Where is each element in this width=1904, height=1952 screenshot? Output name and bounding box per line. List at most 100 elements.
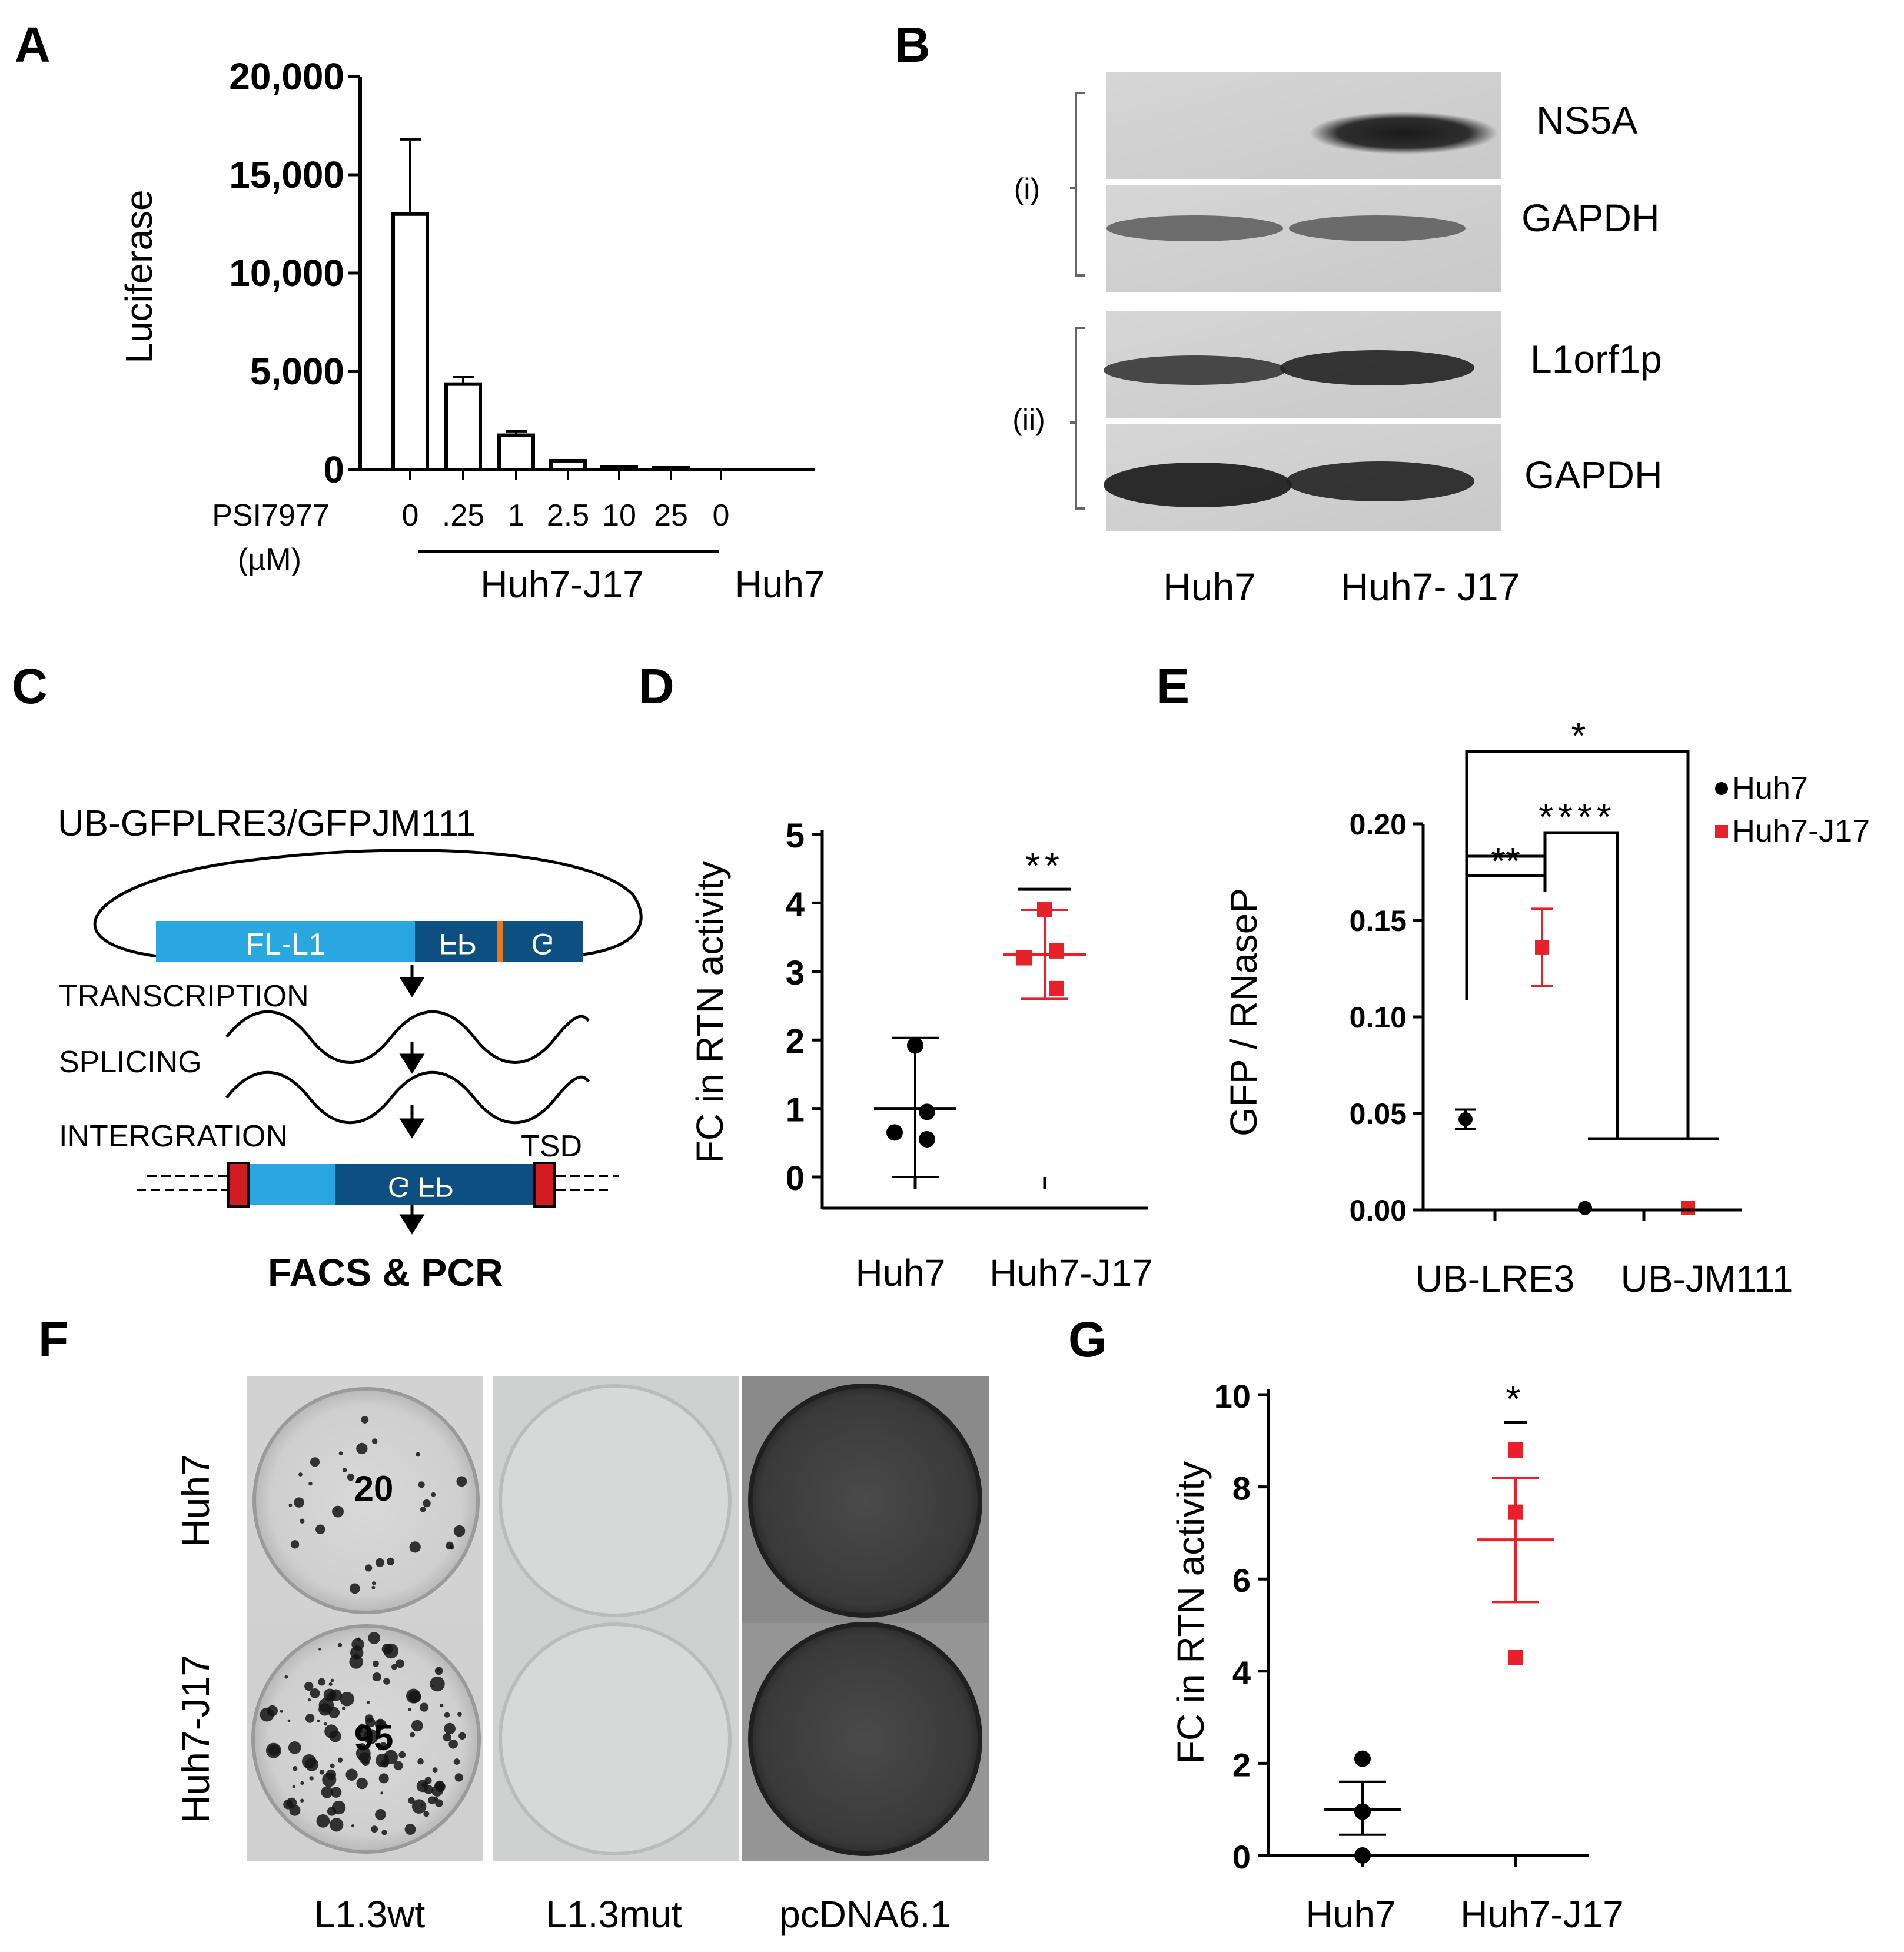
colony [300, 1798, 304, 1803]
band-gapdh2-huh7 [1104, 463, 1292, 507]
arrows [399, 965, 425, 1235]
panel-d-ylabel: FC in RTN activity [689, 861, 731, 1163]
fl-l1-label: FL-L1 [245, 927, 325, 962]
band-label-ns5a: NS5A [1536, 98, 1637, 142]
band-gapdh1-huh7 [1106, 215, 1283, 241]
colony [310, 1457, 320, 1467]
col-label-wt: L1.3wt [314, 1893, 426, 1936]
intron-mark [497, 921, 503, 962]
colony [368, 1632, 380, 1644]
integrated-gfp [335, 1164, 541, 1205]
panel-e-scatter: GFP / RNaseP 0.00 0.05 0.10 0.15 0.20 UB-LRE3… [1222, 714, 1870, 1300]
legend-huh7-j17: Huh7-J17 [1732, 813, 1870, 849]
col-label-mut: L1.3mut [546, 1893, 682, 1936]
panel-a-bar [497, 433, 535, 471]
colony [330, 1818, 344, 1832]
sig-e-4: **** [1539, 796, 1616, 838]
panel-letter-f: F [38, 1312, 68, 1367]
colony [381, 1830, 387, 1835]
colony [430, 1676, 445, 1692]
band-label-l1orf1p: L1orf1p [1530, 337, 1662, 381]
panel-e-ylabel: GFP / RNaseP [1222, 888, 1265, 1136]
colony [420, 1506, 426, 1512]
colony [319, 1770, 325, 1775]
colony [408, 1707, 412, 1711]
colony [290, 1540, 300, 1549]
panel-a-bar [444, 382, 482, 472]
panel-letter-g: G [1068, 1312, 1106, 1367]
colony [318, 1703, 331, 1716]
colony [432, 1767, 438, 1773]
colony [300, 1781, 304, 1785]
panel-f-plates: 20 95 Huh7 Huh7-J17 L1.3wt L1.3mut pcDNA… [174, 1376, 989, 1936]
colony [307, 1698, 311, 1702]
colony [408, 1797, 415, 1804]
colony [393, 1761, 403, 1771]
step-splicing: SPLICING [59, 1045, 202, 1079]
colony [434, 1797, 438, 1801]
colony [318, 1648, 321, 1651]
colony [378, 1773, 389, 1784]
colony [304, 1681, 314, 1691]
panel-a-y-ticks: 0 5,000 10,000 15,000 20,000 [229, 55, 360, 491]
plate-j17-mut [499, 1622, 732, 1855]
colony [382, 1761, 388, 1767]
lane-label-j17: Huh7- J17 [1341, 565, 1520, 608]
panel-g-scatter: FC in RTN activity 0 2 4 6 8 10 Huh7 Huh7-J17 * [1169, 1378, 1624, 1936]
panel-a-bar [391, 212, 429, 471]
data-point [919, 1103, 935, 1120]
ytick-label: 4 [786, 885, 805, 923]
panel-a-ytick-label: 0 [323, 448, 344, 491]
panel-letter-e: E [1157, 659, 1189, 714]
colony [337, 1642, 343, 1647]
panel-g-ylabel: FC in RTN activity [1169, 1461, 1212, 1764]
ytick-label: 2 [1232, 1746, 1251, 1783]
colony [332, 1505, 344, 1518]
colony [289, 1804, 301, 1816]
data-point [1458, 1112, 1473, 1126]
construct-title: UB-GFPLRE3/GFPJM111 [58, 803, 476, 844]
colony [292, 1785, 295, 1788]
band-gapdh2-j17 [1286, 461, 1474, 501]
panel-a-ytick-label: 20,000 [229, 55, 344, 98]
colony [327, 1807, 337, 1816]
step-transcription: TRANSCRIPTION [59, 979, 309, 1013]
integrated-gfp-label: G FP [388, 1170, 454, 1202]
band-l1-huh7 [1104, 355, 1286, 385]
ytick-label: 4 [1232, 1654, 1251, 1691]
colony [355, 1746, 371, 1761]
panel-a-ytick-label: 5,000 [250, 350, 344, 393]
xtick-label: Huh7-J17 [1460, 1893, 1624, 1936]
panel-a-xtick-label: 2.5 [547, 498, 589, 533]
colony [391, 1664, 397, 1670]
ytick-label: 5 [786, 817, 805, 855]
group-label-i: (i) [1014, 172, 1040, 205]
colony [416, 1452, 420, 1457]
colony [398, 1751, 406, 1758]
readout-label: FACS & PCR [268, 1251, 503, 1294]
panel-d-scatter: FC in RTN activity 0 1 2 3 4 5 Huh7 Huh7-J17 ** [689, 817, 1153, 1294]
data-point [1016, 950, 1032, 966]
band-label-gapdh-2: GAPDH [1524, 453, 1663, 497]
data-point [1508, 1442, 1523, 1458]
colony [456, 1476, 467, 1487]
data-point [1681, 1201, 1695, 1215]
xtick-label: Huh7 [856, 1252, 946, 1294]
colony [305, 1757, 319, 1771]
colony [317, 1719, 320, 1722]
colony [437, 1668, 440, 1672]
panel-a-bars [391, 138, 690, 472]
panel-c-schematic: UB-GFPLRE3/GFPJM111 FL-L1 G FP TRANSCRIP… [58, 803, 643, 1294]
panel-letter-b: B [895, 17, 931, 72]
colony [435, 1799, 443, 1807]
xtick-label: UB-JM111 [1621, 1258, 1793, 1300]
colony [444, 1722, 456, 1735]
colony [365, 1564, 373, 1572]
colony [383, 1678, 390, 1685]
panel-a-ytick-label: 10,000 [229, 252, 344, 294]
colony [329, 1730, 341, 1742]
colony [330, 1787, 342, 1798]
panel-a-xtitle-1: PSI7977 [212, 498, 330, 533]
colony [444, 1712, 450, 1718]
tsd-left [227, 1162, 250, 1208]
